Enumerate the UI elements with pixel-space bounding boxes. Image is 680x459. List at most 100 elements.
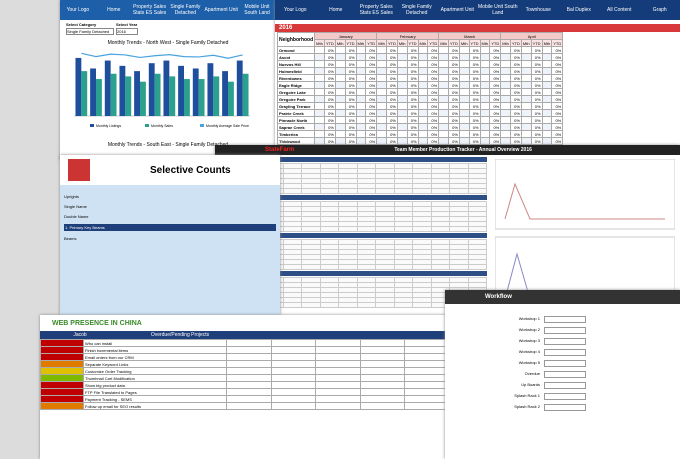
nav-item[interactable]: Apartment Unit	[204, 7, 238, 13]
cell	[404, 353, 450, 361]
chart: Monthly Trends - North West - Single Fam…	[74, 40, 250, 148]
grid-cell	[282, 302, 302, 308]
cell: 0%	[489, 81, 502, 89]
cell: 0%	[530, 130, 543, 138]
cell: 0%	[406, 74, 419, 82]
cell: 0%	[385, 67, 398, 75]
cell	[334, 46, 346, 54]
cell: 0%	[406, 88, 419, 96]
cell	[396, 109, 408, 117]
grid-cell	[282, 226, 302, 232]
task: Who can install	[83, 339, 227, 347]
cell	[314, 60, 325, 68]
cell	[355, 67, 367, 75]
nav-item[interactable]: Bal Duplex	[566, 7, 591, 13]
row: Ormond 0% 0% 0% 0% 0% 0% 0% 0% 0% 0% 0% 0%	[276, 46, 564, 54]
cell: 0%	[323, 102, 336, 110]
cell: 0%	[344, 67, 357, 75]
cell: 0%	[509, 67, 522, 75]
grid-cell	[393, 188, 413, 194]
status	[40, 353, 84, 361]
rows: Workshop 1 Workshop 2 Workshop 3 Workshop 4…	[445, 304, 680, 411]
nav-item[interactable]: Single Family Detached	[170, 4, 201, 16]
nav-item[interactable]: Apartment Unit	[440, 7, 474, 13]
cell: 0%	[427, 88, 440, 96]
sub-header: Mth	[520, 39, 532, 47]
cell: 0%	[447, 46, 460, 54]
row: Splash Rack 1	[485, 393, 680, 400]
cell	[359, 395, 406, 403]
cell	[359, 360, 406, 368]
grid-cell	[356, 264, 376, 270]
cell	[438, 53, 449, 61]
cell	[226, 381, 272, 389]
nav-item[interactable]: Single Family Detached	[401, 4, 432, 16]
row: Splash Rack 2	[485, 404, 680, 411]
cell	[226, 353, 272, 361]
cell	[458, 81, 470, 89]
cell	[376, 137, 387, 145]
cell: 0%	[551, 137, 564, 145]
cell: 0%	[551, 74, 564, 82]
nav-item[interactable]: Graph	[652, 7, 667, 13]
cell	[355, 60, 367, 68]
cell	[334, 53, 346, 61]
dropdown[interactable]: Single Family Detached	[66, 28, 114, 35]
row-label: Nuevos Hill	[276, 60, 316, 68]
row-label: Prairie Creek	[276, 109, 316, 117]
projects: WEB PRESENCE IN CHINA Jacob Overdue/Pend…	[40, 315, 450, 459]
cell: 0%	[323, 88, 336, 96]
cell	[355, 109, 367, 117]
cell	[334, 88, 346, 96]
cell: 0%	[509, 95, 522, 103]
cell: 0%	[323, 116, 336, 124]
sub-header: Mth	[479, 39, 491, 47]
grid-cell	[319, 188, 339, 194]
cell: 0%	[468, 60, 481, 68]
cell	[520, 60, 532, 68]
dropdown[interactable]: 2016	[116, 28, 138, 35]
nav-item[interactable]: Property Sales Stats ES Sales	[132, 4, 167, 16]
bar	[104, 60, 111, 116]
grid-cell	[338, 302, 358, 308]
cell: 0%	[365, 130, 378, 138]
cell: 0%	[509, 130, 522, 138]
cell	[458, 74, 470, 82]
cell: 0%	[406, 46, 419, 54]
grid-cell	[430, 226, 450, 232]
cell	[417, 74, 429, 82]
nav-item[interactable]: Your Logo	[66, 7, 90, 13]
nav-item[interactable]: Property Sales Stats ES Sales	[359, 4, 393, 16]
cell	[396, 74, 408, 82]
cell	[396, 123, 408, 131]
cell	[520, 95, 532, 103]
cell	[500, 102, 511, 110]
title-bar: StateFarm Team Member Production Tracker…	[215, 145, 680, 155]
nav-item[interactable]: Home	[107, 7, 121, 13]
nav-item[interactable]: Mobile Unit South Land	[244, 4, 270, 16]
cell: 0%	[365, 116, 378, 124]
nav-item[interactable]: Mobile Unit South Land	[478, 4, 518, 16]
cell	[417, 109, 429, 117]
nav-item[interactable]: Townhouse	[525, 7, 551, 13]
cell	[541, 123, 553, 131]
table: Who can install Finish incremental items E…	[40, 339, 450, 410]
cell	[315, 346, 361, 354]
cell	[334, 95, 346, 103]
nav-item[interactable]: Your Logo	[283, 7, 307, 13]
cell	[500, 60, 511, 68]
row-label: Pinnacle North	[276, 116, 316, 124]
month-header: January	[314, 32, 378, 40]
nav-item[interactable]: Home	[329, 7, 343, 13]
cell	[479, 67, 491, 75]
cell	[438, 81, 449, 89]
nav-item[interactable]: All Content	[607, 7, 632, 13]
cell	[479, 74, 491, 82]
cell	[396, 60, 408, 68]
cell	[334, 123, 346, 131]
header-bar: Jacob Overdue/Pending Projects	[40, 331, 450, 339]
input	[544, 393, 586, 400]
cell	[404, 367, 450, 375]
row: Eagle Ridge 0% 0% 0% 0% 0% 0% 0% 0% 0% 0% 0% 0%	[276, 81, 564, 89]
cell: 0%	[489, 60, 502, 68]
